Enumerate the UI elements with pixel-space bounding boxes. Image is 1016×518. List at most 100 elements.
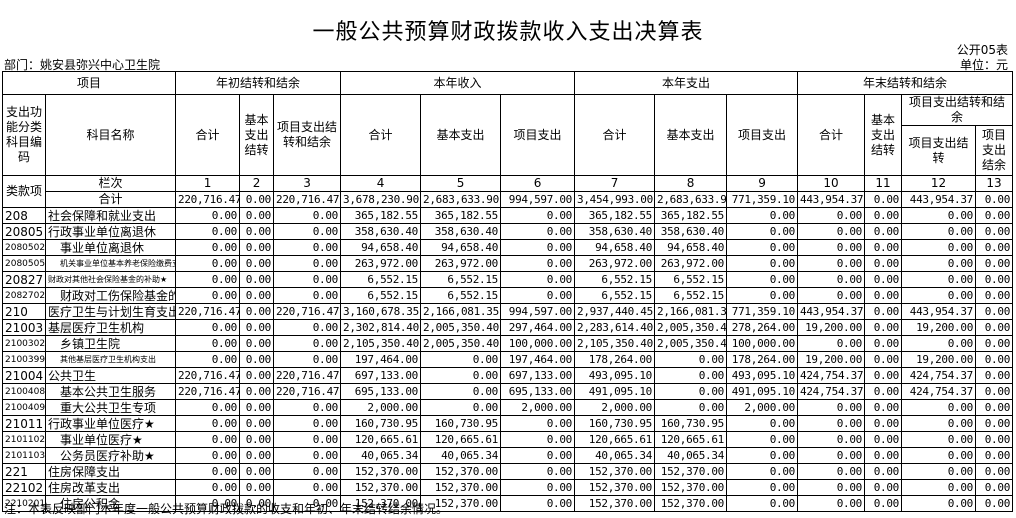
cell-value: 0.00 [901,431,977,448]
cell-value: 19,200.00 [797,319,866,336]
cell-value: 2,000.00 [726,399,799,416]
cell-value: 0.00 [273,255,342,272]
cell-value: 0.00 [864,287,903,304]
cell-value: 0.00 [975,255,1014,272]
row-code: 2100409 [2,399,46,416]
row-code: 21004 [2,367,46,384]
cell-value: 263,972.00 [574,255,656,272]
header-cell: 项目支出 [500,94,576,176]
cell-value: 120,665.61 [574,431,656,448]
cell-value: 0.00 [273,207,342,224]
row-code: 2080502 [2,239,46,256]
cell-value: 0.00 [975,447,1014,464]
table-row: 22102 住房改革支出 0.00 0.00 0.00 152,370.00 152,370… [2,479,1014,496]
table: 项目 年初结转和结余 本年收入 本年支出 年末结转和结余 支出功能分类科目编码 科目名称 合计… [1,71,1014,512]
cell-value: 2,105,350.40 [574,335,656,352]
cell-value: 0.00 [239,271,275,288]
cell-value: 94,658.40 [340,239,422,256]
cell-value: 0.00 [975,239,1014,256]
cell-value: 0.00 [239,287,275,304]
cell-value: 0.00 [726,223,799,240]
column-number: 11 [864,175,903,192]
cell-value: 0.00 [975,303,1014,320]
cell-value: 0.00 [901,207,977,224]
cell-value: 152,370.00 [420,463,502,480]
cell-value: 2,005,350.40 [420,335,502,352]
cell-value: 0.00 [500,479,576,496]
cell-value: 0.00 [273,447,342,464]
row-name: 基本公共卫生服务 [44,383,177,400]
cell-value: 0.00 [420,351,502,368]
cell-value: 6,552.15 [420,271,502,288]
cell-value: 220,716.47 [273,367,342,384]
row-name: 事业单位离退休 [44,239,177,256]
cell-value: 6,552.15 [340,287,422,304]
table-row: 2210201 住房公积金 0.00 0.00 0.00 152,370.00 152,37… [2,495,1014,512]
cell-value: 0.00 [273,239,342,256]
cell-value: 2,005,350.40 [654,335,728,352]
cell-value: 160,730.95 [654,415,728,432]
cell-value: 493,095.10 [726,367,799,384]
cell-value: 0.00 [175,255,241,272]
cell-value: 0.00 [975,351,1014,368]
cell-value: 0.00 [864,351,903,368]
cell-value: 443,954.37 [901,191,977,208]
cell-value: 263,972.00 [340,255,422,272]
department: 部门：姚安县弥兴中心卫生院 [4,58,161,72]
cell-value: 278,264.00 [726,319,799,336]
cell-value: 0.00 [654,383,728,400]
cell-value: 358,630.40 [574,223,656,240]
cell-value: 220,716.47 [273,303,342,320]
cell-value: 0.00 [175,351,241,368]
table-row: 2100399 其他基层医疗卫生机构支出 0.00 0.00 0.00 197,464.0… [2,351,1014,368]
cell-value: 3,160,678.35 [340,303,422,320]
cell-value: 2,000.00 [340,399,422,416]
row-name: 行政事业单位医疗★ [44,415,177,432]
row-name: 公共卫生 [44,367,177,384]
cell-value: 0.00 [273,287,342,304]
cell-value: 0.00 [975,415,1014,432]
cell-value: 0.00 [901,271,977,288]
cell-value: 0.00 [864,383,903,400]
cell-value: 491,095.10 [574,383,656,400]
cell-value: 0.00 [239,303,275,320]
cell-value: 100,000.00 [500,335,576,352]
cell-value: 0.00 [239,239,275,256]
cell-value: 0.00 [239,319,275,336]
cell-value: 2,937,440.45 [574,303,656,320]
row-name: 住房公积金 [44,495,177,512]
cell-value: 0.00 [975,287,1014,304]
cell-value: 0.00 [500,463,576,480]
header-cell: 项目 [1,71,177,95]
header-cell: 科目名称 [44,94,177,176]
row-code: 2101103 [2,447,46,464]
cell-value: 697,133.00 [500,367,576,384]
cell-value: 263,972.00 [654,255,728,272]
cell-value: 160,730.95 [420,415,502,432]
cell-value: 0.00 [864,399,903,416]
cell-value: 0.00 [797,447,866,464]
cell-value: 220,716.47 [273,191,342,208]
row-code: 21003 [2,319,46,336]
cell-value: 0.00 [273,319,342,336]
cell-value: 220,716.47 [175,303,241,320]
row-code: 22102 [2,479,46,496]
cell-value: 0.00 [864,367,903,384]
cell-value: 0.00 [975,479,1014,496]
code-level: 款 [17,184,30,198]
table-row: 2101103 公务员医疗补助★ 0.00 0.00 0.00 40,065.34 40,0… [2,447,1014,464]
row-code: 2100399 [2,351,46,368]
cell-value: 152,370.00 [340,463,422,480]
cell-value: 263,972.00 [420,255,502,272]
table-row: 支出功能分类科目编码 科目名称 合计 基本支出结转 项目支出结转和结余 合计 基本支出 项目支… [2,94,1014,176]
cell-value: 0.00 [239,351,275,368]
table-row: 2100409 重大公共卫生专项 0.00 0.00 0.00 2,000.00 0.00 2… [2,399,1014,416]
cell-value: 152,370.00 [654,495,728,512]
row-code: 208 [2,207,46,224]
cell-value: 0.00 [500,223,576,240]
cell-value: 0.00 [797,207,866,224]
row-name: 其他基层医疗卫生机构支出 [44,351,177,368]
cell-value: 424,754.37 [901,367,977,384]
header-cell: 栏次 [44,175,177,192]
